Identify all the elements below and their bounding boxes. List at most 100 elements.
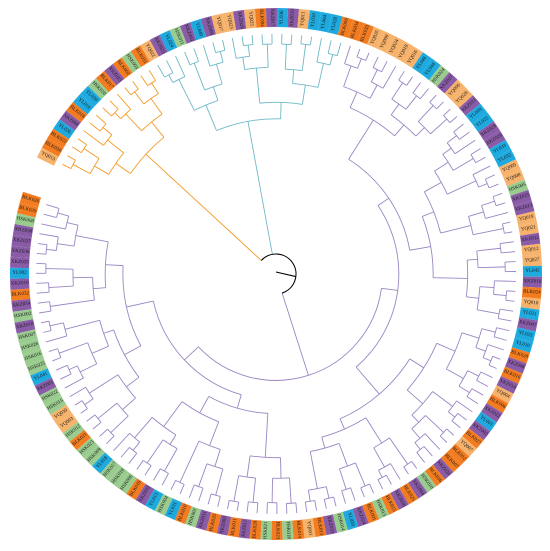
branch xyxy=(487,344,504,351)
branch xyxy=(199,396,210,414)
branch xyxy=(256,502,259,514)
branch xyxy=(94,165,109,175)
branch xyxy=(153,468,161,481)
branch xyxy=(492,192,503,198)
leaf-swatch xyxy=(494,149,516,168)
branch xyxy=(134,417,153,439)
branch xyxy=(316,38,322,63)
leaf-swatch xyxy=(498,159,521,177)
branch-arc xyxy=(411,415,426,430)
leaf-swatch xyxy=(22,348,44,366)
branch-arc xyxy=(87,342,98,364)
branch-arc xyxy=(248,501,258,504)
branch xyxy=(430,118,448,135)
branch xyxy=(157,64,165,78)
leaf-swatch xyxy=(513,200,535,216)
branch xyxy=(300,35,303,44)
branch xyxy=(372,56,379,68)
branch xyxy=(72,164,91,174)
leaf-label: YL028 xyxy=(331,16,339,31)
leaf-label: BLK011 xyxy=(231,518,239,536)
leaf-label: BLK023 xyxy=(274,522,279,540)
branch xyxy=(188,484,195,498)
leaf-label: HSK001 xyxy=(188,507,199,526)
branch xyxy=(92,421,102,430)
leaf-label: XKZ033 xyxy=(325,516,334,535)
leaf-swatch xyxy=(475,411,497,432)
branch-arc xyxy=(349,107,395,137)
leaf-label: YL033 xyxy=(493,143,508,155)
branch xyxy=(323,499,327,509)
leaf-swatch xyxy=(287,8,300,28)
branch xyxy=(110,415,129,433)
leaf-swatch xyxy=(154,493,173,516)
leaf-swatch xyxy=(390,488,409,510)
leaf-swatch xyxy=(144,488,164,511)
branch xyxy=(126,300,154,308)
leaf-swatch xyxy=(448,443,470,465)
leaf-label: XKZ012 xyxy=(521,236,540,243)
leaf-swatch xyxy=(436,72,458,94)
branch xyxy=(40,320,50,324)
leaf-label: BLK014 xyxy=(295,521,302,539)
branch xyxy=(472,165,491,176)
branch-arc xyxy=(204,83,223,91)
leaf-swatch xyxy=(53,119,75,139)
branch-arc xyxy=(143,93,159,105)
branch-arc xyxy=(344,63,358,69)
branch-arc xyxy=(70,160,76,169)
leaf-swatch xyxy=(503,169,525,187)
leaf-swatch xyxy=(211,13,227,35)
branch xyxy=(163,401,183,427)
branch xyxy=(442,147,452,155)
branch xyxy=(360,487,365,498)
leaf-label: YQ025 xyxy=(247,11,253,27)
branch xyxy=(64,319,100,330)
leaf-label: XKZ035 xyxy=(11,260,29,266)
leaf-swatch xyxy=(376,30,395,53)
branch xyxy=(292,69,295,84)
branch-arc xyxy=(62,322,68,337)
branch-arc xyxy=(208,395,268,414)
branch xyxy=(477,266,506,269)
branch xyxy=(57,243,75,247)
branch-arc xyxy=(403,461,412,468)
branch-arc xyxy=(147,80,156,86)
branch-arc xyxy=(398,79,407,86)
branch xyxy=(124,87,132,96)
leaf-swatch xyxy=(265,7,278,28)
branch xyxy=(476,247,501,252)
branch-arc xyxy=(348,158,411,251)
leaf-label: BLK004 xyxy=(258,9,264,27)
branch-arc xyxy=(476,371,482,381)
branch xyxy=(481,200,495,206)
branch xyxy=(309,36,313,46)
branch xyxy=(449,116,458,123)
leaf-swatch xyxy=(130,45,150,68)
branch xyxy=(321,437,326,449)
leaf-label: XKZ005 xyxy=(220,515,229,534)
branch xyxy=(492,355,501,360)
leaf-swatch xyxy=(34,377,57,396)
leaf-swatch xyxy=(432,458,454,480)
leaf-label: XKZ007 xyxy=(518,320,537,328)
branch xyxy=(43,330,52,333)
branch-arc xyxy=(172,76,186,83)
leaf-label: HSK013 xyxy=(374,499,386,517)
leaf-swatch xyxy=(62,421,85,442)
branch-arc xyxy=(470,154,477,163)
leaf-swatch xyxy=(465,103,488,124)
leaf-label: XKZ018 xyxy=(16,322,35,331)
leaf-swatch xyxy=(185,506,202,528)
branch xyxy=(74,400,83,406)
branch xyxy=(338,443,348,467)
branch xyxy=(145,153,262,261)
branch xyxy=(255,68,261,104)
leaf-swatch xyxy=(347,19,364,41)
branch xyxy=(414,442,421,450)
branch xyxy=(184,51,191,65)
branch xyxy=(357,58,362,69)
branch-arc xyxy=(493,280,495,295)
branch xyxy=(412,82,422,94)
branch-arc xyxy=(152,300,242,396)
